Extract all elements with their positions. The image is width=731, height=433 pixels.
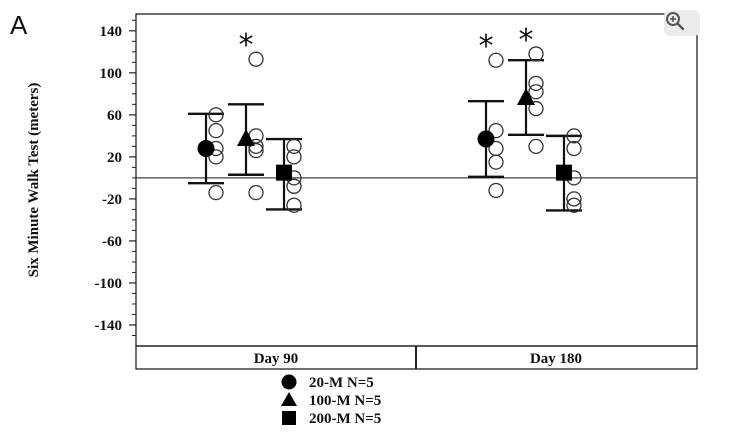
y-tick-label: 140 — [100, 24, 123, 40]
mean-marker-square — [276, 164, 292, 181]
data-point — [566, 191, 582, 207]
data-point — [248, 51, 264, 67]
zoom-in-icon — [666, 12, 685, 31]
significance-star: * — [519, 23, 534, 58]
y-axis: 140 100 60 20 -20 -60 -100 -140 — [95, 19, 136, 336]
panel-label: A — [10, 10, 28, 40]
data-point — [528, 100, 544, 117]
legend-entry: 100-M N=5 — [309, 393, 381, 409]
y-tick-label: -20 — [102, 192, 122, 208]
data-point — [208, 122, 224, 139]
category-labels: Day 90 Day 180 — [254, 351, 582, 367]
data-point — [286, 149, 302, 165]
y-tick-label: 20 — [107, 150, 122, 166]
legend-marker-circle — [281, 374, 297, 390]
y-axis-label: Six Minute Walk Test (meters) — [26, 83, 42, 278]
data-point — [488, 154, 504, 170]
legend-marker-square — [282, 411, 296, 425]
data-point — [248, 138, 264, 155]
chart-marks: * * * — [136, 23, 697, 213]
zoom-button[interactable] — [664, 10, 700, 36]
mean-marker-triangle — [517, 88, 535, 106]
y-tick-label: 60 — [107, 108, 122, 124]
mean-marker-circle — [477, 130, 495, 148]
mean-marker-triangle — [237, 129, 255, 147]
data-point — [566, 128, 582, 144]
legend-entry: 200-M N=5 — [309, 411, 381, 427]
significance-star: * — [479, 29, 494, 64]
data-point — [208, 184, 224, 201]
category-label: Day 90 — [254, 351, 299, 367]
data-point — [208, 107, 224, 123]
legend-marker-triangle — [281, 392, 297, 406]
y-tick-label: -60 — [102, 234, 122, 250]
data-point — [286, 138, 302, 155]
data-point — [488, 52, 504, 68]
data-point — [248, 184, 264, 201]
data-point — [528, 46, 544, 62]
data-point — [528, 84, 544, 100]
data-point — [208, 149, 224, 165]
legend-entry: 20-M N=5 — [309, 375, 374, 391]
data-point — [528, 138, 544, 155]
mean-marker-circle — [197, 139, 215, 157]
data-point — [286, 197, 302, 213]
data-point — [566, 197, 582, 213]
y-tick-label: -140 — [95, 318, 123, 334]
plot-area — [135, 13, 698, 347]
data-point — [528, 75, 544, 91]
data-point — [248, 142, 264, 159]
mean-marker-square — [556, 164, 572, 181]
y-tick-label: -100 — [95, 276, 123, 292]
significance-star: * — [239, 28, 254, 63]
data-point — [286, 178, 302, 194]
data-point — [488, 122, 504, 139]
y-tick-label: 100 — [100, 66, 123, 82]
data-point — [566, 140, 582, 157]
category-label: Day 180 — [530, 351, 582, 367]
legend: 20-M N=5 100-M N=5 200-M N=5 — [281, 374, 381, 427]
data-point — [488, 182, 504, 199]
